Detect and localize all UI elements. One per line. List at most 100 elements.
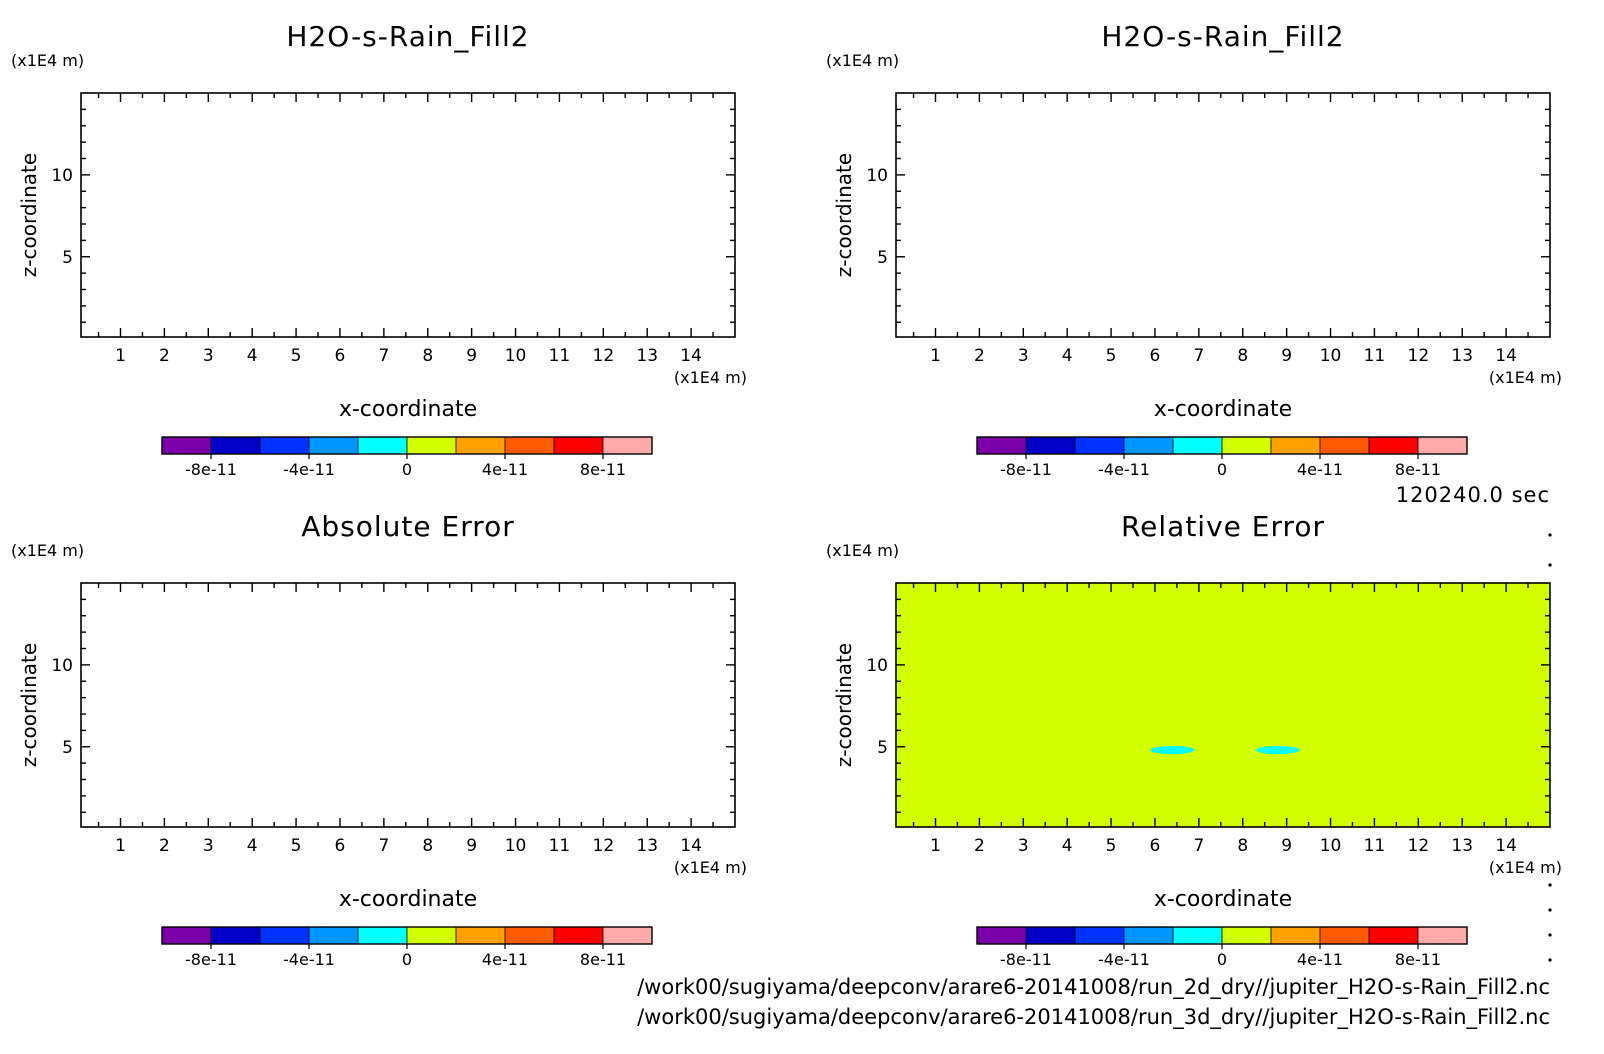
x-axis-label: x-coordinate [1154, 887, 1292, 912]
panel-1: 1 2 3 4 5 6 7 8 9 10 11 12 13 14510H2O-s-Rain_Fill2(x… [11, 20, 747, 479]
x-tick-label: 2 [159, 836, 170, 856]
colorbar-tick-label: 0 [1217, 950, 1227, 969]
colorbar-swatch [1222, 927, 1271, 944]
colorbar-tick-label: 0 [402, 460, 412, 479]
x-tick-label: 3 [203, 346, 214, 366]
x-tick-label: 8 [1237, 836, 1248, 856]
plot-area [81, 93, 735, 337]
colorbar-tick-label: 8e-11 [580, 950, 626, 969]
colorbar-swatch [1075, 437, 1124, 454]
colorbar-swatch [1320, 927, 1369, 944]
x-tick-label: 7 [378, 346, 389, 366]
x-tick-label: 11 [1364, 836, 1386, 856]
colorbar-swatch [1026, 927, 1075, 944]
x-tick-label: 3 [203, 836, 214, 856]
plot-frame [895, 92, 1551, 338]
colorbar-swatch [505, 927, 554, 944]
x-tick-label: 11 [549, 346, 571, 366]
x-tick-label: 12 [593, 346, 615, 366]
contour-blob-1 [1150, 745, 1195, 755]
panel-title: Relative Error [1121, 510, 1325, 543]
x-tick-label: 6 [335, 346, 346, 366]
colorbar-tick-label: -4e-11 [283, 460, 335, 479]
x-tick-label: 10 [505, 836, 527, 856]
x-tick-label: 4 [1062, 836, 1073, 856]
colorbar-tick-label: 4e-11 [1297, 950, 1343, 969]
colorbar-tick-label: 0 [1217, 460, 1227, 479]
colorbar-tick-label: -4e-11 [283, 950, 335, 969]
colorbar: -8e-11 -4e-11 0 4e-11 8e-11 [161, 436, 653, 479]
x-tick-label: 3 [1018, 836, 1029, 856]
colorbar-tick-label: 0 [402, 950, 412, 969]
colorbar-swatch [977, 437, 1026, 454]
x-tick-label: 1 [115, 836, 126, 856]
colorbar-swatch [1075, 927, 1124, 944]
colorbar-swatch [1271, 437, 1320, 454]
contour-blob-2 [1255, 745, 1300, 755]
y-axis-label: z-coordinate [832, 153, 856, 277]
x-tick-label: 10 [1320, 346, 1342, 366]
y-unit-label: (x1E4 m) [11, 51, 84, 70]
file-path-1: /work00/sugiyama/deepconv/arare6-2014100… [637, 975, 1550, 1000]
plot-area [81, 583, 735, 827]
colorbar-swatch [1222, 437, 1271, 454]
edge-dot [1548, 533, 1552, 537]
x-tick-label: 6 [1150, 836, 1161, 856]
panel-2: 1 2 3 4 5 6 7 8 9 10 11 12 13 14510H2O-s-Rain_Fill2(x… [826, 20, 1562, 479]
y-unit-label: (x1E4 m) [826, 541, 899, 560]
colorbar-swatch [1418, 927, 1467, 944]
x-unit-label: (x1E4 m) [674, 368, 747, 387]
x-tick-label: 14 [680, 346, 702, 366]
y-tick-label: 5 [62, 738, 73, 758]
x-tick-label: 10 [505, 346, 527, 366]
y-tick-label: 10 [866, 166, 888, 186]
colorbar-swatch [603, 437, 652, 454]
colorbar-swatch [1369, 437, 1418, 454]
x-tick-label: 12 [593, 836, 615, 856]
panel-title: H2O-s-Rain_Fill2 [286, 20, 529, 53]
colorbar-swatch [1124, 437, 1173, 454]
x-tick-label: 8 [422, 346, 433, 366]
colorbar-swatch [211, 437, 260, 454]
colorbar-tick-label: 8e-11 [1395, 460, 1441, 479]
y-axis-label: z-coordinate [17, 153, 41, 277]
colorbar-swatch [554, 437, 603, 454]
x-tick-label: 10 [1320, 836, 1342, 856]
colorbar-swatch [358, 437, 407, 454]
panel-title: H2O-s-Rain_Fill2 [1101, 20, 1344, 53]
colorbar-swatch [1418, 437, 1467, 454]
plot-frame [80, 92, 736, 338]
y-tick-label: 5 [877, 738, 888, 758]
x-tick-label: 3 [1018, 346, 1029, 366]
x-tick-label: 2 [974, 836, 985, 856]
x-tick-label: 11 [549, 836, 571, 856]
x-tick-label: 13 [1451, 346, 1473, 366]
colorbar-swatch [1320, 437, 1369, 454]
colorbar-swatch [505, 437, 554, 454]
colorbar-tick-label: 4e-11 [482, 460, 528, 479]
x-unit-label: (x1E4 m) [1489, 858, 1562, 877]
edge-dot [1548, 883, 1552, 887]
colorbar-swatch [162, 927, 211, 944]
colorbar-swatch [358, 927, 407, 944]
x-tick-label: 4 [247, 346, 258, 366]
panel-title: Absolute Error [301, 510, 515, 543]
colorbar-swatch [456, 437, 505, 454]
colorbar-tick-label: 8e-11 [580, 460, 626, 479]
colorbar-swatch [456, 927, 505, 944]
colorbar-swatch [260, 437, 309, 454]
x-tick-label: 8 [1237, 346, 1248, 366]
x-axis-label: x-coordinate [339, 887, 477, 912]
x-tick-label: 7 [1193, 346, 1204, 366]
colorbar-swatch [162, 437, 211, 454]
x-tick-label: 4 [1062, 346, 1073, 366]
colorbar-swatch [554, 927, 603, 944]
colorbar-swatch [211, 927, 260, 944]
colorbar-swatch [407, 927, 456, 944]
x-tick-label: 14 [680, 836, 702, 856]
x-tick-label: 2 [159, 346, 170, 366]
x-tick-label: 6 [335, 836, 346, 856]
edge-dot [1548, 958, 1552, 962]
x-tick-label: 13 [636, 836, 658, 856]
